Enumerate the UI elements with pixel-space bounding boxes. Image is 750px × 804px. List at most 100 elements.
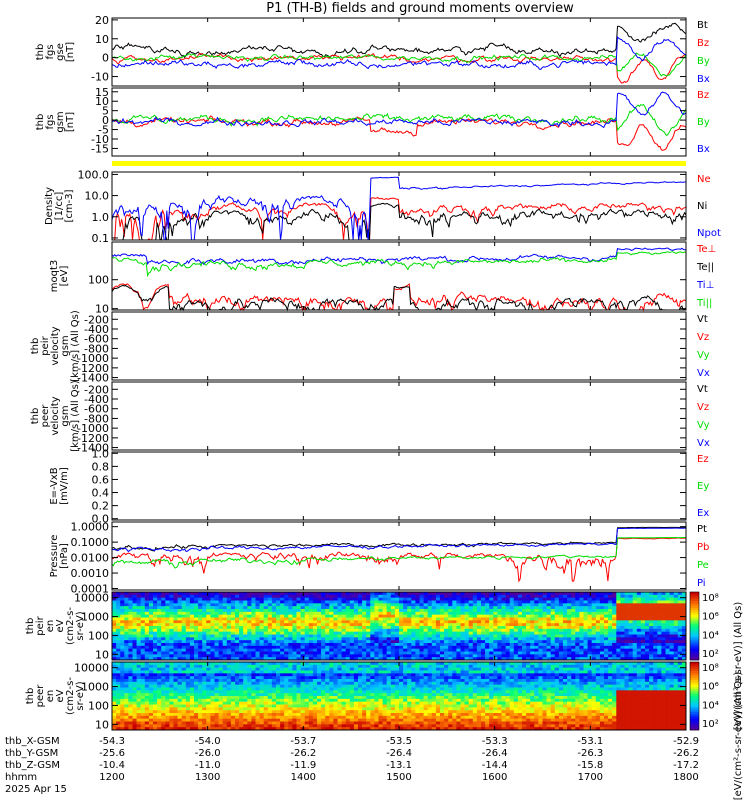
ytick-label: 10 (95, 648, 109, 661)
ylabel-peir_spectrogram: sr-eV) (75, 611, 86, 640)
panel-pressure: PtPbPePi1.00000.10000.01000.00100.0001Pr… (49, 521, 709, 596)
time-tick-label: 1600 (482, 772, 507, 783)
time-tick-label: 1800 (673, 772, 698, 783)
colorbar-tick: 10⁸ (702, 593, 719, 604)
legend-fgs_gsm-2: Bx (697, 144, 710, 155)
legend-peir_velocity-1: Vz (697, 332, 709, 343)
legend-pressure-3: Pi (697, 578, 706, 589)
ytick-label: 100.0 (78, 168, 110, 181)
panel-mode_bar (112, 161, 686, 166)
panel-peir_velocity: VtVzVyVx-200-400-600-800-1000-1200-1400t… (30, 310, 710, 384)
orbit-value: -17.2 (673, 760, 699, 771)
ytick-label: 0.1000 (71, 536, 110, 549)
legend-peer_velocity-3: Vx (697, 438, 710, 449)
panel-density: NeNiNpot100.010.01.00.1Density[1/cc][cm-… (44, 168, 721, 245)
legend-temperature-0: Te⊥ (696, 244, 716, 255)
colorbar-tick: 10⁴ (702, 700, 719, 711)
ylabel-peir_velocity: [km/s] (All Qs) (70, 310, 81, 382)
plot-title: P1 (TH-B) fields and ground moments over… (266, 1, 574, 16)
legend-density-1: Ni (697, 201, 707, 212)
orbit-value: -26.3 (577, 748, 603, 759)
time-axis-label: hhmm (5, 772, 37, 783)
legend-fgs_gse-2: By (697, 56, 710, 67)
colorbar-tick: 10² (702, 649, 719, 660)
colorbar-tick: 10⁴ (702, 630, 719, 641)
legend-density-2: Npot (697, 228, 721, 239)
orbit-value: -26.4 (386, 748, 412, 759)
ytick-label: -15 (91, 142, 109, 155)
ylabel-efield: [mV/m] (59, 467, 70, 505)
ytick-label: 0.8 (92, 460, 110, 473)
ylabel-temperature: [eV] (59, 266, 70, 287)
ytick-label: 0 (102, 52, 109, 65)
ytick-label: 0.6 (92, 473, 110, 486)
ylabel-peer_spectrogram: sr-eV) (75, 681, 86, 710)
legend-temperature-2: Ti⊥ (696, 280, 714, 291)
ytick-label: 100 (88, 629, 109, 642)
orbit-value: -54.3 (99, 736, 125, 747)
ytick-label: 10 (95, 718, 109, 731)
orbit-value: -53.1 (577, 736, 603, 747)
ytick-label: 0.0100 (71, 552, 110, 565)
ytick-label: 1.0 (92, 211, 110, 224)
legend-efield-1: Ey (697, 481, 709, 492)
ytick-label: 1.0000 (71, 521, 110, 534)
orbit-value: -54.0 (195, 736, 221, 747)
legend-fgs_gsm-1: By (697, 117, 710, 128)
orbit-row-label: thb_Z-GSM (5, 760, 60, 771)
orbit-value: -11.9 (290, 760, 316, 771)
ytick-label: 20 (95, 14, 109, 27)
ylabel-fgs_gsm: [nT] (65, 112, 76, 132)
time-tick-label: 1300 (195, 772, 220, 783)
ytick-label: -10 (91, 71, 109, 84)
ytick-label: 0.2 (92, 500, 110, 513)
legend-peer_velocity-0: Vt (697, 384, 708, 395)
legend-pressure-1: Pb (697, 542, 709, 553)
ytick-label: 100 (88, 699, 109, 712)
ytick-label: 1.0 (92, 447, 110, 460)
colorbar-tick: 10² (702, 719, 719, 730)
time-tick-label: 1400 (291, 772, 316, 783)
orbit-value: -11.0 (195, 760, 221, 771)
panel-peer_velocity: VtVzVyVx-200-400-600-800-1000-1200-1400t… (30, 380, 710, 454)
orbit-value: -26.2 (290, 748, 316, 759)
orbit-value: -26.2 (673, 748, 699, 759)
ytick-label: 0.1 (92, 232, 110, 245)
legend-temperature-1: Te|| (696, 262, 714, 273)
orbit-value: -53.7 (290, 736, 316, 747)
time-tick-label: 1500 (386, 772, 411, 783)
orbit-value: -53.3 (482, 736, 508, 747)
orbit-row-label: thb_Y-GSM (5, 748, 58, 759)
legend-peir_velocity-0: Vt (697, 314, 708, 325)
legend-peer_velocity-1: Vz (697, 402, 709, 413)
ylabel-peer_velocity: [km/s] (All Qs) (70, 380, 81, 452)
legend-fgs_gse-3: Bx (697, 74, 710, 85)
orbit-value: -53.5 (386, 736, 412, 747)
orbit-value: -15.8 (577, 760, 603, 771)
time-tick-label: 1700 (578, 772, 603, 783)
legend-peer_velocity-2: Vy (697, 420, 710, 431)
legend-temperature-3: Ti|| (696, 298, 712, 309)
orbit-value: -52.9 (673, 736, 699, 747)
orbit-value: -26.4 (482, 748, 508, 759)
orbit-row-label: thb_X-GSM (5, 736, 60, 747)
ytick-label: 10 (95, 33, 109, 46)
legend-efield-0: Ez (697, 454, 709, 465)
date-label: 2025 Apr 15 (5, 784, 67, 795)
legend-density-0: Ne (697, 174, 711, 185)
orbit-value: -14.4 (482, 760, 508, 771)
colorbar-tick: 10⁶ (702, 612, 719, 623)
ytick-label: 0.4 (92, 487, 110, 500)
colorbar-tick: 10⁶ (702, 682, 719, 693)
legend-pressure-2: Pe (697, 560, 709, 571)
ytick-label: 10.0 (85, 190, 110, 203)
legend-fgs_gse-1: Bz (697, 38, 709, 49)
orbit-value: -25.6 (99, 748, 125, 759)
colorbar-tick: 10⁸ (702, 663, 719, 674)
